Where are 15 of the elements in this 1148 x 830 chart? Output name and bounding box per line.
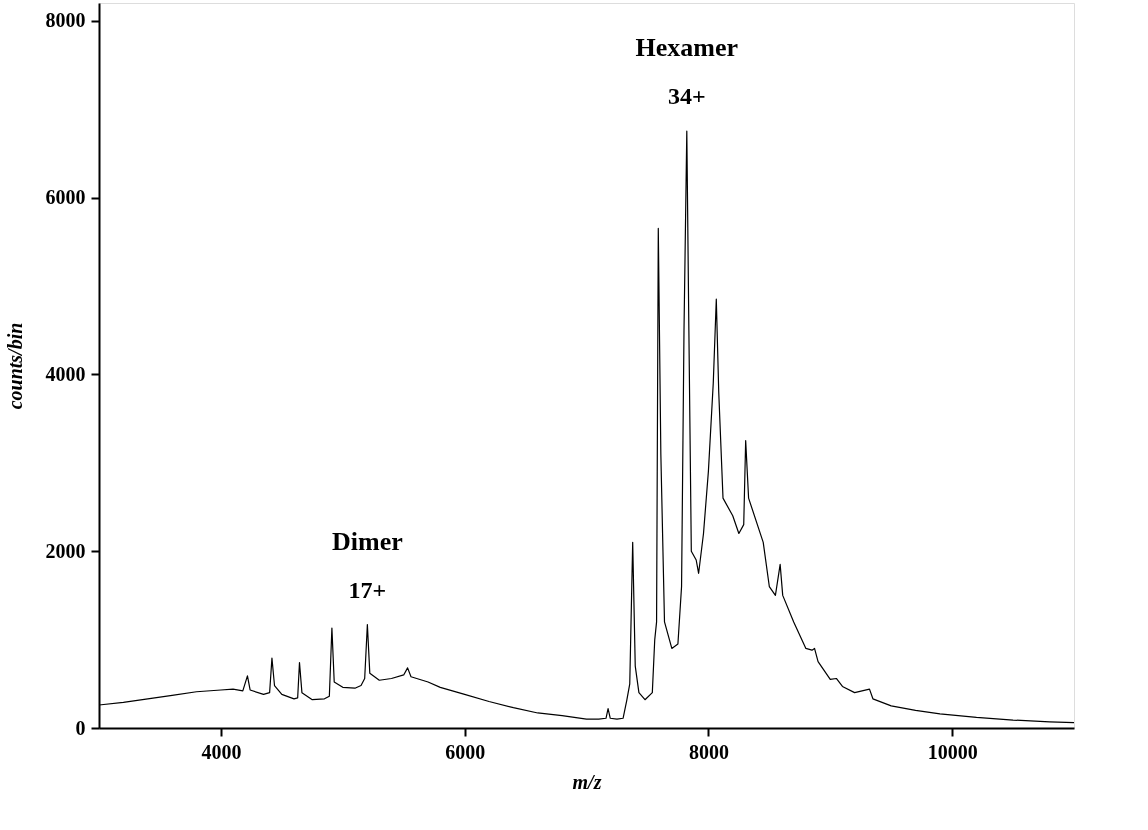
annotation: Hexamer	[635, 33, 739, 63]
x-tick-label: 4000	[201, 740, 242, 763]
x-tick-label: 6000	[445, 740, 486, 763]
x-tick-label: 8000	[688, 740, 729, 763]
y-tick-label: 2000	[45, 539, 86, 562]
x-tick-label: 10000	[927, 740, 978, 763]
annotation: Dimer	[331, 526, 403, 556]
y-tick-label: 6000	[45, 186, 86, 209]
y-axis-title: counts/bin	[3, 322, 26, 410]
annotation: 34+	[667, 83, 706, 110]
y-tick-label: 0	[75, 716, 86, 739]
x-axis-title: m/z	[572, 770, 602, 793]
y-tick-label: 4000	[45, 362, 86, 385]
annotation: 17+	[348, 576, 387, 603]
y-tick-label: 8000	[45, 9, 86, 32]
